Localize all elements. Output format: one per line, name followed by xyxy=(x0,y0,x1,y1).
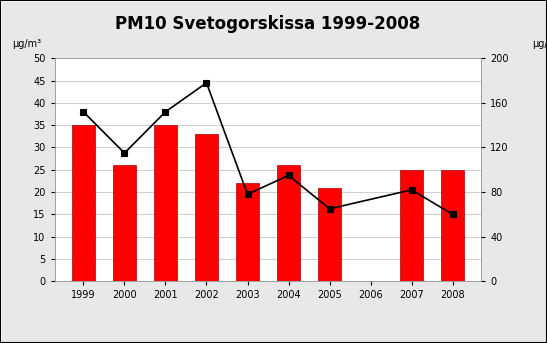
Bar xyxy=(113,165,136,281)
Bar xyxy=(236,183,259,281)
Title: PM10 Svetogorskissa 1999-2008: PM10 Svetogorskissa 1999-2008 xyxy=(115,15,421,33)
Bar xyxy=(441,170,464,281)
Bar xyxy=(318,188,341,281)
Bar xyxy=(400,170,423,281)
Bar xyxy=(195,134,218,281)
Text: µg/m³: µg/m³ xyxy=(533,39,547,49)
Bar xyxy=(72,125,95,281)
Bar xyxy=(154,125,177,281)
Text: µg/m³: µg/m³ xyxy=(12,39,41,49)
Bar xyxy=(277,165,300,281)
